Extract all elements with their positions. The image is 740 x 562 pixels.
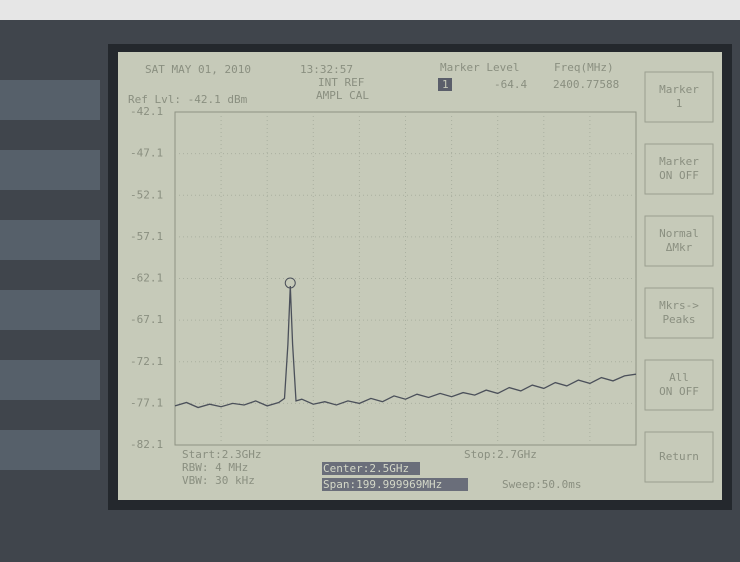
softkey-label: Mkrs-> bbox=[659, 299, 699, 312]
vbw: VBW: 30 kHz bbox=[182, 474, 255, 487]
y-tick-label: -47.1 bbox=[130, 147, 163, 160]
softkey-label: Marker bbox=[659, 155, 699, 168]
trace bbox=[174, 285, 637, 409]
softkey-label: 1 bbox=[676, 97, 683, 110]
y-tick-label: -72.1 bbox=[130, 355, 163, 368]
softkey-label: Return bbox=[659, 450, 699, 463]
softkey bbox=[644, 287, 714, 339]
y-tick-label: -82.1 bbox=[130, 438, 163, 451]
y-tick-label: -77.1 bbox=[130, 396, 163, 409]
bezel-stripes bbox=[0, 80, 100, 470]
screen bbox=[118, 52, 722, 500]
marker-symbol bbox=[284, 277, 296, 289]
span-highlight bbox=[322, 478, 468, 491]
marker-level: -64.4 bbox=[494, 78, 527, 91]
y-tick-label: -52.1 bbox=[130, 188, 163, 201]
center-highlight bbox=[322, 462, 420, 475]
stop: Stop:2.7GHz bbox=[464, 448, 537, 461]
softkey-label: All bbox=[669, 371, 689, 384]
y-tick-label: -57.1 bbox=[130, 230, 163, 243]
softkey bbox=[644, 143, 714, 195]
softkey-label: Marker bbox=[659, 83, 699, 96]
marker-header: Marker Level bbox=[440, 61, 519, 74]
marker-freq: 2400.77588 bbox=[553, 78, 619, 91]
ref-source: INT REF bbox=[318, 76, 364, 89]
span: Span:199.999969MHz bbox=[323, 478, 442, 491]
softkey-label: ΔMkr bbox=[666, 241, 693, 254]
softkey bbox=[644, 431, 714, 483]
start: Start:2.3GHz bbox=[182, 448, 261, 461]
softkey bbox=[644, 359, 714, 411]
softkey-label: ON OFF bbox=[659, 169, 699, 182]
y-tick-label: -62.1 bbox=[130, 272, 163, 285]
softkey bbox=[644, 215, 714, 267]
time: 13:32:57 bbox=[300, 63, 353, 76]
center: Center:2.5GHz bbox=[323, 462, 409, 475]
ref-level: Ref Lvl: -42.1 dBm bbox=[128, 93, 248, 106]
freq-header: Freq(MHz) bbox=[554, 61, 614, 74]
softkey-label: Peaks bbox=[662, 313, 695, 326]
rbw: RBW: 4 MHz bbox=[182, 461, 248, 474]
softkey bbox=[644, 71, 714, 123]
date: SAT MAY 01, 2010 bbox=[145, 63, 251, 76]
marker-badge bbox=[438, 78, 452, 91]
sweep: Sweep:50.0ms bbox=[502, 478, 581, 491]
ampl-cal: AMPL CAL bbox=[316, 89, 369, 102]
wall bbox=[0, 0, 740, 20]
marker-number: 1 bbox=[442, 78, 449, 91]
y-tick-label: -42.1 bbox=[130, 105, 163, 118]
softkey-label: Normal bbox=[659, 227, 699, 240]
y-tick-label: -67.1 bbox=[130, 313, 163, 326]
softkey-label: ON OFF bbox=[659, 385, 699, 398]
